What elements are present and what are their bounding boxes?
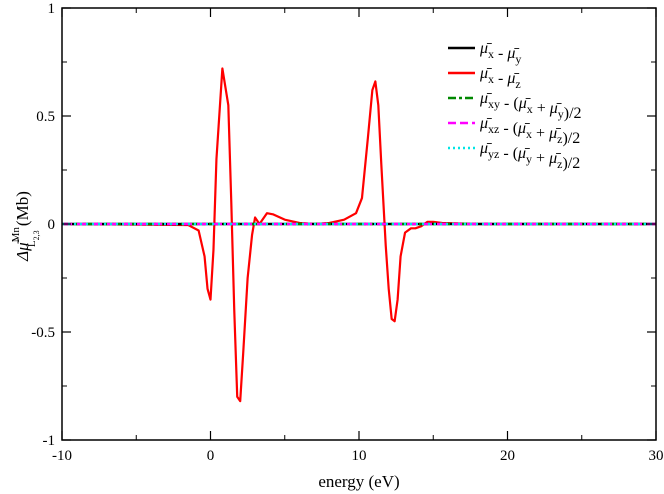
y-axis-label-unit: (Mb): [13, 191, 32, 230]
x-axis-label: energy (eV): [318, 472, 399, 491]
y-axis-label-sub: L: [26, 240, 38, 247]
x-tick-label: 0: [207, 448, 215, 464]
y-tick-label: -0.5: [31, 325, 55, 341]
y-axis-label-symbol: Δμ̄: [13, 237, 32, 262]
y-tick-label: -1: [43, 433, 56, 449]
plot-lines: [61, 67, 656, 403]
y-tick-label: 0: [48, 217, 56, 233]
x-tick-label: 10: [352, 448, 367, 464]
plot-frame: [61, 7, 657, 441]
legend-entry-1: μ̄x - μ̄z: [479, 65, 521, 91]
x-tick-label: -10: [52, 448, 72, 464]
y-tick-label: 1: [48, 1, 56, 17]
y-tick-label: 0.5: [36, 109, 55, 125]
y-axis-label-text: Δμ̄Mn L2,3 (Mb): [10, 191, 41, 262]
legend-entry-0: μ̄x - μ̄y: [479, 40, 521, 66]
y-axis-label-subsub: 2,3: [32, 230, 41, 240]
y-axis-label-sup: Mn: [10, 227, 22, 243]
tick-labels: -10 0 10 20 30 -1 -0.5 0 0.5 1: [31, 1, 663, 464]
x-tick-label: 20: [500, 448, 515, 464]
legend-entry-2: μ̄xy - (μ̄x + μ̄y)/2: [479, 90, 582, 122]
legend: μ̄x - μ̄yμ̄x - μ̄zμ̄xy - (μ̄x + μ̄y)/2μ̄…: [448, 40, 582, 172]
y-axis-label: Δμ̄Mn L2,3 (Mb): [10, 191, 41, 262]
series-line-1: [61, 67, 656, 403]
x-tick-label: 30: [649, 448, 664, 464]
